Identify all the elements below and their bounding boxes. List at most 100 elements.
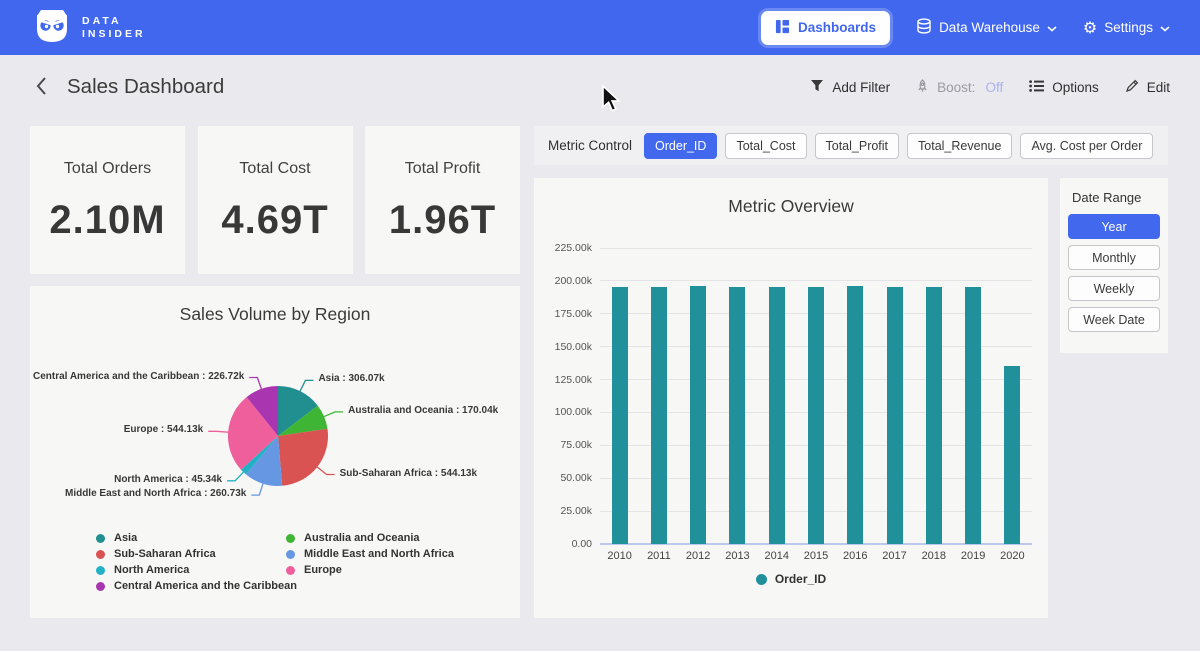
chevron-down-icon xyxy=(1160,20,1170,35)
pie-callout-line xyxy=(316,466,335,475)
boost-toggle[interactable]: Boost: Off xyxy=(916,79,1003,96)
bar-chart-title: Metric Overview xyxy=(534,196,1048,217)
add-filter-label: Add Filter xyxy=(832,80,890,95)
kpi-card-3: Total Profit 1.96T xyxy=(365,126,520,274)
date-range-button-weekly[interactable]: Weekly xyxy=(1068,276,1160,301)
metric-overview-card: Metric Overview Order_ID 225.00k200.00k1… xyxy=(534,178,1048,618)
brand: DATA INSIDER xyxy=(34,5,146,50)
add-filter-button[interactable]: Add Filter xyxy=(810,79,890,95)
pie-legend-label: North America xyxy=(114,564,189,576)
pie-slice-label: North America : 45.34k xyxy=(114,474,222,485)
pie-legend-item: Asia xyxy=(96,532,137,544)
metric-button-order-id[interactable]: Order_ID xyxy=(644,133,717,159)
pie-legend-label: Asia xyxy=(114,532,137,544)
filter-funnel-icon xyxy=(810,79,824,95)
options-list-icon xyxy=(1029,80,1044,95)
pie-legend-item: Sub-Saharan Africa xyxy=(96,548,216,560)
metric-button-total-cost[interactable]: Total_Cost xyxy=(725,133,806,159)
date-range-buttons: Year Monthly Weekly Week Date xyxy=(1068,214,1160,332)
kpi-value: 1.96T xyxy=(389,198,496,243)
pie-callout-line xyxy=(227,471,245,481)
metric-button-avg-cost-per-order[interactable]: Avg. Cost per Order xyxy=(1020,133,1153,159)
options-label: Options xyxy=(1052,80,1099,95)
gear-icon: ⚙ xyxy=(1083,20,1097,36)
pie-slice-sub-saharan-africa xyxy=(278,429,328,486)
bar-2017 xyxy=(887,287,903,544)
y-axis-tick: 150.00k xyxy=(536,341,592,353)
kpi-label: Total Profit xyxy=(405,160,481,178)
owl-logo-icon xyxy=(34,5,70,50)
bar-legend-label: Order_ID xyxy=(775,572,826,586)
date-range-card: Date Range Year Monthly Weekly Week Date xyxy=(1060,178,1168,353)
date-range-label: Date Range xyxy=(1072,190,1160,205)
pie-callout-line xyxy=(208,431,230,432)
bar-2013 xyxy=(729,287,745,544)
y-axis-tick: 0.00 xyxy=(536,538,592,550)
edit-label: Edit xyxy=(1147,80,1170,95)
pie-slice-label: Sub-Saharan Africa : 544.13k xyxy=(340,468,477,479)
metric-control-label: Metric Control xyxy=(548,138,632,153)
dashboards-label: Dashboards xyxy=(798,20,876,35)
gridline xyxy=(600,280,1032,281)
y-axis-tick: 100.00k xyxy=(536,406,592,418)
rocket-icon xyxy=(916,79,929,96)
x-axis-tick: 2014 xyxy=(757,550,796,562)
legend-dot-icon xyxy=(286,566,295,575)
x-axis-tick: 2012 xyxy=(679,550,718,562)
pie-callout-line xyxy=(249,378,262,391)
options-button[interactable]: Options xyxy=(1029,80,1099,95)
pie-legend-item: Central America and the Caribbean xyxy=(96,580,297,592)
date-range-button-year[interactable]: Year xyxy=(1068,214,1160,239)
legend-dot-icon xyxy=(96,566,105,575)
pie-legend-item: Australia and Oceania xyxy=(286,532,420,544)
sales-volume-card: Sales Volume by Region Asia : 306.07kAus… xyxy=(30,286,520,618)
legend-dot-icon xyxy=(756,574,767,585)
bar-2015 xyxy=(808,287,824,544)
dashboards-button[interactable]: Dashboards xyxy=(761,11,890,45)
kpi-value: 2.10M xyxy=(49,198,165,243)
kpi-label: Total Cost xyxy=(239,160,310,178)
settings-label: Settings xyxy=(1104,20,1153,35)
pie-slice-label: Middle East and North Africa : 260.73k xyxy=(65,488,246,499)
y-axis-tick: 75.00k xyxy=(536,439,592,451)
pie-legend-item: Europe xyxy=(286,564,342,576)
metric-button-total-profit[interactable]: Total_Profit xyxy=(815,133,900,159)
y-axis-tick: 225.00k xyxy=(536,242,592,254)
pie-legend-label: Middle East and North Africa xyxy=(304,548,454,560)
bar-2019 xyxy=(965,287,981,544)
pie-slice-label: Europe : 544.13k xyxy=(124,424,203,435)
bar-chart-legend: Order_ID xyxy=(534,572,1048,586)
metric-control-strip: Metric Control Order_ID Total_Cost Total_P… xyxy=(534,126,1168,165)
kpi-card-2: Total Cost4.69T xyxy=(198,126,353,274)
settings-menu[interactable]: ⚙ Settings xyxy=(1083,20,1170,36)
gridline xyxy=(600,248,1032,249)
date-range-button-monthly[interactable]: Monthly xyxy=(1068,245,1160,270)
dashboards-grid-icon xyxy=(775,19,790,37)
metric-button-total-revenue[interactable]: Total_Revenue xyxy=(907,133,1012,159)
data-warehouse-menu[interactable]: Data Warehouse xyxy=(916,18,1057,38)
metric-buttons: Order_ID Total_Cost Total_Profit Total_Reve… xyxy=(644,133,1153,159)
y-axis-tick: 125.00k xyxy=(536,374,592,386)
bar-2020 xyxy=(1004,366,1020,544)
bar-2010 xyxy=(612,287,628,544)
boost-value: Off xyxy=(985,80,1003,95)
x-axis-tick: 2015 xyxy=(796,550,835,562)
legend-dot-icon xyxy=(96,582,105,591)
back-button[interactable] xyxy=(30,73,53,102)
page-title: Sales Dashboard xyxy=(67,75,224,99)
y-axis-tick: 175.00k xyxy=(536,308,592,320)
pie-legend-label: Central America and the Caribbean xyxy=(114,580,297,592)
kpi-card-1: Total Orders2.10M xyxy=(30,126,185,274)
x-axis-tick: 2010 xyxy=(600,550,639,562)
brand-line2: INSIDER xyxy=(82,28,146,41)
x-axis-tick: 2013 xyxy=(718,550,757,562)
database-icon xyxy=(916,18,932,38)
x-axis-tick: 2018 xyxy=(914,550,953,562)
legend-dot-icon xyxy=(286,550,295,559)
edit-button[interactable]: Edit xyxy=(1125,79,1170,96)
pie-slice-label: Australia and Oceania : 170.04k xyxy=(348,405,498,416)
top-navbar: DATA INSIDER Dashboards Da xyxy=(0,0,1200,55)
pie-slice-label: Asia : 306.07k xyxy=(318,373,384,384)
date-range-button-week-date[interactable]: Week Date xyxy=(1068,307,1160,332)
bar-2016 xyxy=(847,286,863,544)
